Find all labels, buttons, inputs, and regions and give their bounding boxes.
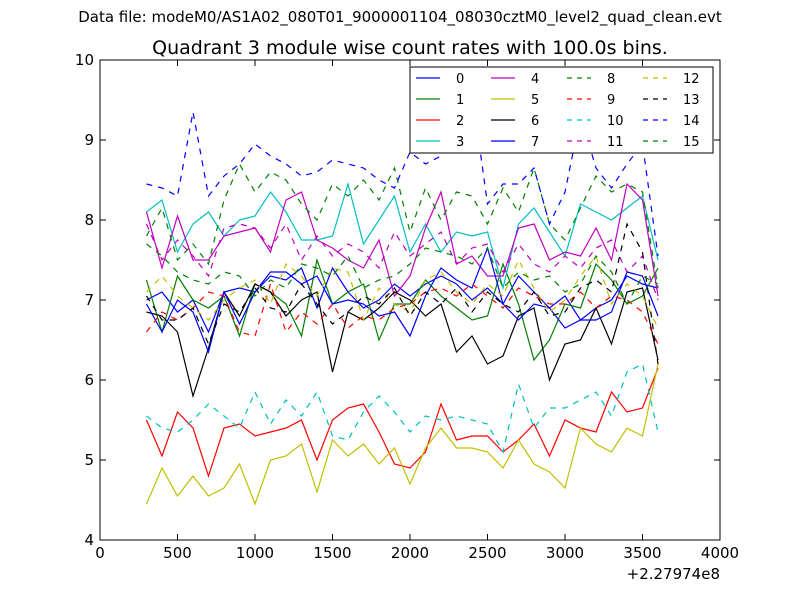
legend-label-6: 6 [531, 114, 539, 129]
chart-title: Quadrant 3 module wise count rates with … [152, 37, 668, 59]
y-tick-label: 7 [84, 291, 94, 309]
x-tick-label: 3000 [546, 544, 584, 562]
legend-label-14: 14 [683, 114, 700, 129]
series-line-9 [146, 281, 659, 345]
legend-label-8: 8 [607, 72, 615, 87]
legend-label-3: 3 [456, 135, 464, 150]
legend-label-5: 5 [531, 93, 539, 108]
y-tick-label: 5 [84, 451, 94, 469]
legend-label-1: 1 [456, 93, 464, 108]
x-tick-label: 1000 [236, 544, 274, 562]
legend-label-2: 2 [456, 114, 464, 129]
x-tick-label: 3500 [623, 544, 661, 562]
x-offset-label: +2.27974e8 [627, 565, 720, 583]
series-line-1 [145, 257, 659, 362]
legend-label-0: 0 [456, 72, 464, 87]
y-tick-label: 6 [84, 371, 94, 389]
legend-label-12: 12 [683, 72, 700, 87]
legend-label-11: 11 [607, 135, 624, 150]
series-line-4 [145, 182, 659, 298]
y-tick-label: 10 [75, 51, 94, 69]
figure-suptitle: Data file: modeM0/AS1A02_080T01_90000011… [78, 8, 722, 26]
x-tick-label: 4000 [701, 544, 739, 562]
y-tick-label: 9 [84, 131, 94, 149]
series-layer [145, 91, 659, 506]
series-line-12 [146, 254, 659, 329]
series-line-8 [145, 162, 659, 289]
legend-label-4: 4 [531, 72, 539, 87]
x-tick-label: 2500 [468, 544, 506, 562]
x-tick-label: 0 [95, 544, 105, 562]
series-line-11 [145, 222, 659, 301]
legend-label-10: 10 [607, 114, 624, 129]
x-tick-label: 2000 [391, 544, 429, 562]
legend-box [409, 66, 714, 154]
legend-label-15: 15 [683, 135, 700, 150]
x-tick-label: 1500 [313, 544, 351, 562]
series-line-7 [145, 246, 659, 354]
series-line-0 [146, 266, 659, 334]
y-tick-label: 8 [84, 211, 94, 229]
series-line-13 [145, 222, 659, 365]
series-line-14 [146, 91, 659, 257]
series-line-3 [146, 181, 659, 291]
series-line-6 [146, 283, 659, 399]
legend-label-7: 7 [531, 135, 539, 150]
series-line-5 [145, 363, 659, 506]
x-tick-label: 500 [163, 544, 192, 562]
legend-label-9: 9 [607, 93, 615, 108]
series-line-10 [146, 363, 659, 454]
y-tick-label: 4 [84, 531, 94, 549]
legend-label-13: 13 [683, 93, 700, 108]
